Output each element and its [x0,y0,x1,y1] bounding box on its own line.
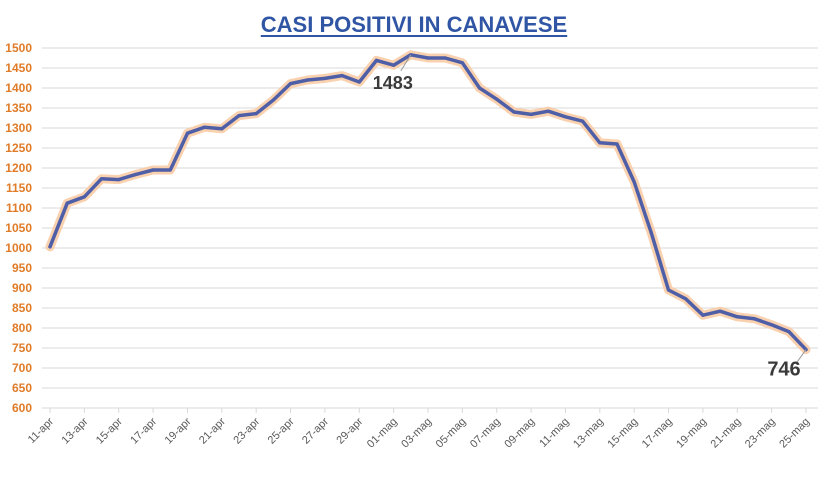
x-tick-label: 21-mag [709,416,744,451]
data-point [203,125,207,129]
data-point [666,288,671,292]
y-tick-label: 950 [12,261,32,275]
y-tick-label: 1500 [5,41,32,55]
x-tick-label: 29-apr [334,415,365,446]
series-layer [45,50,811,355]
y-tick-label: 650 [12,381,32,395]
x-tick-label: 27-apr [300,415,331,446]
y-tick-label: 750 [12,341,32,355]
y-tick-label: 600 [12,401,32,415]
data-point [649,231,653,235]
data-point [151,168,155,172]
data-point [99,177,104,181]
x-tick-label: 09-mag [502,416,537,451]
data-point [185,131,190,135]
data-point [374,58,379,63]
data-point [65,201,69,205]
data-point [117,178,121,182]
x-tick-label: 17-mag [640,416,675,451]
x-tick-label: 25-mag [777,416,812,451]
data-point [82,195,86,199]
data-point [288,82,293,86]
data-point [581,119,585,123]
x-tick-label: 23-apr [231,415,262,446]
data-point [254,112,258,116]
data-point [443,56,447,60]
x-tick-label: 15-mag [605,416,640,451]
x-tick-label: 23-mag [743,416,778,451]
x-tick-label: 07-mag [468,416,503,451]
data-point [752,317,757,321]
data-point [632,180,636,184]
x-tick-label: 01-mag [365,416,400,451]
y-tick-label: 800 [12,321,32,335]
x-tick-label: 05-mag [434,416,469,451]
x-tick-label: 19-mag [674,416,709,451]
data-point [323,76,327,80]
data-label: 1483 [373,73,413,93]
data-point [787,330,791,334]
data-point [392,63,396,67]
y-axis-ticks: 600 650 700 750 800 850 900 950 1000 1050 1100 1150… [5,41,32,415]
x-tick-label: 19-apr [163,415,194,446]
y-tick-label: 850 [12,301,32,315]
data-point [306,78,310,82]
y-tick-label: 700 [12,361,32,375]
data-point [460,61,464,65]
annotation-leader [795,349,807,364]
data-point [495,97,499,101]
chart-title: CASI POSITIVI IN CANAVESE [260,12,568,37]
data-point [718,309,722,313]
x-tick-label: 21-apr [197,415,228,446]
y-tick-label: 1150 [6,181,32,195]
annotations: 1483 746 [373,54,807,381]
data-point [512,110,516,114]
data-point [477,86,482,90]
gridlines [42,47,818,409]
data-point [271,98,275,102]
data-point [529,112,533,116]
y-tick-label: 1100 [6,201,32,215]
data-point [426,56,430,60]
data-point [340,74,344,78]
data-label: 746 [767,359,800,381]
x-tick-label: 13-apr [60,415,91,446]
data-point [357,80,361,84]
data-point [237,114,241,118]
x-tick-label: 13-mag [571,416,606,451]
y-tick-label: 1200 [5,161,32,175]
data-point [684,297,688,301]
data-point [615,142,619,146]
data-point [220,127,224,131]
x-axis-ticks: 11-apr 13-apr 15-apr 17-apr 19-apr 21-apr 23-a… [26,408,812,450]
y-tick-label: 1300 [5,121,32,135]
data-point [48,245,52,249]
y-tick-label: 900 [12,281,32,295]
data-point [598,141,602,145]
data-point [134,172,138,176]
x-tick-label: 25-apr [266,415,297,446]
y-tick-label: 1000 [5,241,32,255]
data-point [770,323,774,327]
data-point [563,115,568,119]
x-tick-label: 15-apr [94,415,125,446]
series-line [48,53,808,352]
y-tick-label: 1450 [5,61,32,75]
data-point [701,313,705,317]
data-point [168,168,172,172]
y-tick-label: 1400 [5,81,32,95]
x-tick-label: 11-apr [26,415,57,446]
y-tick-label: 1350 [5,101,32,115]
data-point [546,109,550,113]
x-tick-label: 03-mag [399,416,434,451]
annotation-leader [400,54,412,72]
data-point [735,315,739,319]
y-tick-label: 1050 [5,221,32,235]
x-tick-label: 11-mag [537,416,571,450]
x-tick-label: 17-apr [128,415,159,446]
y-tick-label: 1250 [5,141,32,155]
